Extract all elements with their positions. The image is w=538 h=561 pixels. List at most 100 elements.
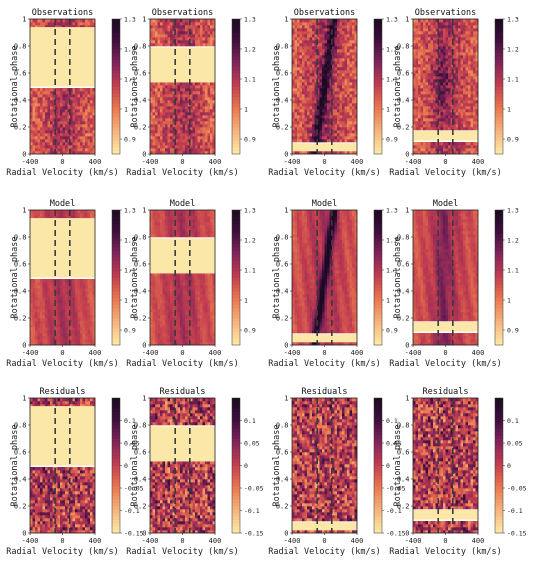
heatmap-cell [30, 127, 33, 131]
heatmap-cell [70, 282, 73, 286]
heatmap-cell [185, 339, 188, 343]
heatmap-cell [453, 151, 456, 155]
heatmap-cell [443, 109, 446, 113]
heatmap-cell [319, 91, 323, 95]
heatmap-cell [415, 82, 419, 86]
heatmap-cell [210, 28, 213, 32]
heatmap-cell [180, 133, 183, 137]
heatmap-cell [202, 82, 206, 86]
heatmap-cell [435, 97, 439, 101]
heatmap-cell [344, 115, 348, 119]
heatmap-cell [349, 109, 353, 113]
heatmap-cell [324, 19, 328, 23]
heatmap-cell [352, 31, 355, 35]
heatmap-cell [172, 40, 176, 44]
heatmap-cell [52, 151, 56, 155]
panel-title: Observations [32, 8, 93, 18]
heatmap-cell [167, 31, 171, 35]
heatmap-cell [175, 100, 178, 104]
heatmap-cell [317, 43, 320, 47]
heatmap-cell [157, 136, 161, 140]
heatmap-cell [152, 148, 156, 152]
colorbar-segment [374, 83, 382, 87]
heatmap-cell [299, 40, 303, 44]
heatmap-cell [443, 121, 446, 125]
heatmap-cell [42, 151, 46, 155]
heatmap-cell [413, 76, 416, 80]
heatmap-cell [317, 88, 320, 92]
heatmap-cell [35, 106, 38, 110]
colorbar-segment [232, 143, 240, 148]
heatmap-cell [75, 342, 78, 346]
heatmap-cell [75, 282, 78, 286]
heatmap-cell [314, 64, 318, 68]
heatmap-cell [67, 279, 71, 283]
heatmap-cell [415, 37, 419, 41]
heatmap-cell [35, 121, 38, 125]
heatmap-cell [420, 82, 424, 86]
heatmap-cell [155, 151, 158, 155]
heatmap-cell [304, 115, 308, 119]
heatmap-cell [65, 121, 68, 125]
heatmap-cell [440, 55, 444, 59]
heatmap-cell [80, 213, 83, 217]
heatmap-cell [212, 31, 216, 35]
heatmap-cell [337, 64, 340, 68]
heatmap-cell [420, 19, 424, 23]
heatmap-cell [162, 31, 166, 35]
heatmap-cell [167, 115, 171, 119]
heatmap-cell [57, 309, 61, 313]
heatmap-cell [202, 43, 206, 47]
heatmap-cell [349, 22, 353, 26]
heatmap-cell [60, 133, 63, 137]
heatmap-cell [430, 151, 434, 155]
heatmap-cell [352, 127, 355, 131]
heatmap-cell [455, 127, 459, 131]
heatmap-cell [50, 306, 53, 310]
heatmap-cell [463, 34, 466, 38]
heatmap-cell [77, 103, 81, 107]
heatmap-cell [160, 43, 163, 47]
heatmap-cell [195, 133, 198, 137]
heatmap-cell [433, 22, 436, 26]
heatmap-cell [65, 148, 68, 152]
heatmap-cell [317, 22, 320, 26]
heatmap-cell [428, 37, 431, 41]
heatmap-cell [190, 109, 193, 113]
heatmap-cell [299, 121, 303, 125]
heatmap-cell [418, 37, 421, 41]
heatmap-cell [65, 315, 68, 319]
heatmap-cell [453, 88, 456, 92]
heatmap-cell [87, 312, 91, 316]
heatmap-cell [428, 79, 431, 83]
heatmap-cell [468, 100, 471, 104]
heatmap-cell [458, 73, 461, 77]
x-tick-label: 0 [322, 158, 326, 166]
heatmap-cell [312, 52, 315, 56]
heatmap-cell [152, 342, 156, 346]
heatmap-cell [72, 91, 76, 95]
heatmap-cell [32, 97, 36, 101]
heatmap-cell [195, 103, 198, 107]
heatmap-cell [450, 46, 454, 50]
heatmap-cell [170, 106, 173, 110]
heatmap-cell [65, 300, 68, 304]
heatmap-cell [85, 145, 88, 149]
heatmap-cell [470, 79, 474, 83]
heatmap-cell [85, 148, 88, 152]
heatmap-cell [195, 31, 198, 35]
heatmap-cell [294, 25, 298, 29]
heatmap-cell [210, 112, 213, 116]
heatmap-cell [349, 118, 353, 122]
heatmap-cell [90, 303, 93, 307]
colorbar-segment [112, 324, 120, 329]
heatmap-cell [470, 61, 474, 65]
heatmap-cell [92, 103, 96, 107]
heatmap-cell [327, 130, 330, 134]
heatmap-cell [45, 106, 48, 110]
heatmap-cell [339, 25, 343, 29]
heatmap-cell [150, 339, 153, 343]
heatmap-cell [299, 106, 303, 110]
heatmap-cell [167, 43, 171, 47]
colorbar-segment [495, 110, 503, 114]
